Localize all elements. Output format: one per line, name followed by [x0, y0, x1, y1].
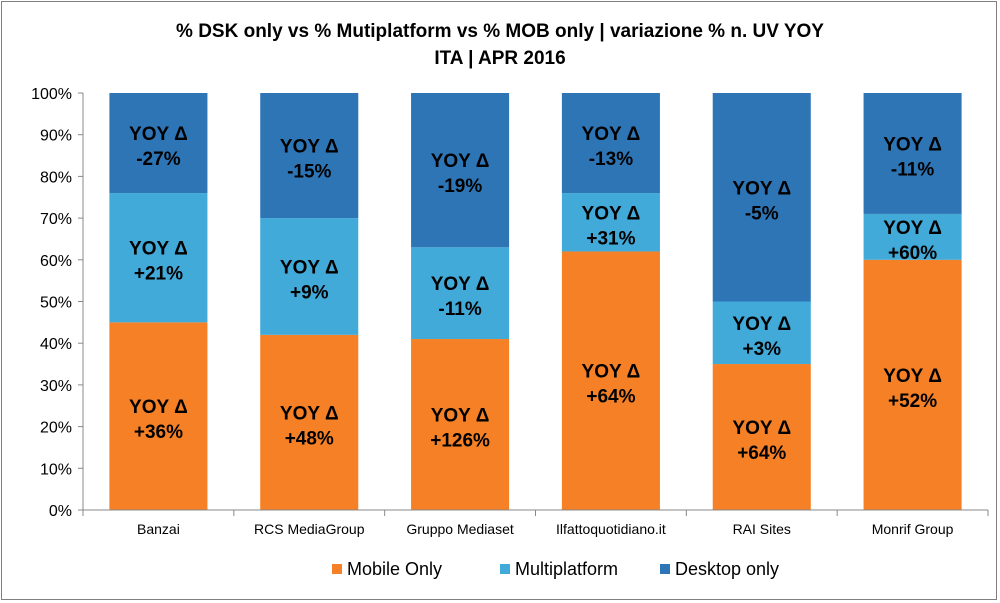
x-tick-label: Banzai	[137, 521, 180, 537]
x-tick-label: Gruppo Mediaset	[406, 521, 514, 537]
data-label-prefix: YOY Δ	[129, 124, 188, 145]
data-label-prefix: YOY Δ	[431, 406, 490, 427]
legend-swatch	[332, 564, 342, 574]
data-label-prefix: YOY Δ	[280, 257, 339, 278]
bar-segment-desktop-only	[411, 93, 510, 248]
data-label-prefix: YOY Δ	[732, 178, 791, 199]
x-tick-label: Monrif Group	[872, 521, 954, 537]
data-label-value: -13%	[589, 149, 633, 170]
bar-segment-mobile-only	[411, 339, 510, 510]
data-label-prefix: YOY Δ	[582, 362, 641, 383]
bar-segment-desktop-only	[863, 93, 962, 214]
y-tick-label: 60%	[40, 253, 72, 270]
data-label-value: +3%	[742, 339, 781, 360]
data-label-value: -11%	[891, 159, 934, 180]
y-tick-label: 10%	[40, 461, 72, 478]
chart-title: % DSK only vs % Mutiplatform vs % MOB on…	[176, 21, 824, 42]
data-label-prefix: YOY Δ	[129, 397, 188, 418]
bar-segment-multiplatform	[260, 218, 359, 335]
bar-segment-mobile-only	[863, 259, 962, 510]
data-label-prefix: YOY Δ	[883, 366, 942, 387]
data-label-prefix: YOY Δ	[582, 124, 641, 145]
data-label-value: +64%	[586, 387, 635, 408]
y-tick-label: 0%	[49, 503, 72, 520]
y-axis: 0% 10% 20% 30% 40% 50% 60% 70% 80% 90% 100%	[31, 86, 84, 520]
data-label-value: -5%	[745, 203, 779, 224]
y-tick-label: 90%	[40, 128, 72, 145]
legend: Mobile Only Multiplatform Desktop only	[332, 559, 779, 579]
bar-segment-multiplatform	[712, 301, 811, 365]
bar-segment-mobile-only	[260, 334, 359, 510]
x-tick-label: RCS MediaGroup	[254, 521, 365, 537]
data-label-value: +60%	[888, 243, 937, 264]
data-label-value: +9%	[290, 282, 329, 303]
x-axis: Banzai RCS MediaGroup Gruppo Mediaset Ilfat…	[82, 509, 989, 537]
bar-segment-multiplatform	[561, 193, 660, 252]
legend-label: Mobile Only	[347, 559, 442, 579]
legend-swatch	[660, 564, 670, 574]
data-label-value: -11%	[438, 299, 481, 320]
bar-segment-multiplatform	[863, 213, 962, 260]
legend-label: Multiplatform	[515, 559, 618, 579]
data-label-value: +64%	[737, 443, 786, 464]
data-label-prefix: YOY Δ	[732, 418, 791, 439]
data-label-prefix: YOY Δ	[280, 403, 339, 424]
data-label-value: -19%	[438, 176, 482, 197]
data-label-value: +31%	[586, 228, 635, 249]
legend-swatch	[500, 564, 510, 574]
data-label-prefix: YOY Δ	[431, 274, 490, 295]
legend-label: Desktop only	[675, 559, 779, 579]
data-label-value: +48%	[285, 428, 334, 449]
bar-segment-mobile-only	[561, 251, 660, 510]
data-label-prefix: YOY Δ	[883, 134, 942, 155]
bar-segment-desktop-only	[561, 93, 660, 194]
data-label-prefix: YOY Δ	[129, 239, 188, 260]
y-tick-label: 20%	[40, 420, 72, 437]
data-label-prefix: YOY Δ	[732, 314, 791, 335]
bar-segment-desktop-only	[260, 93, 359, 219]
x-tick-label: RAI Sites	[733, 521, 791, 537]
y-tick-label: 80%	[40, 169, 72, 186]
bar-segment-mobile-only	[712, 364, 811, 510]
bar-segment-multiplatform	[109, 193, 208, 323]
y-tick-label: 50%	[40, 295, 72, 312]
y-tick-label: 100%	[31, 86, 72, 103]
data-label-prefix: YOY Δ	[883, 218, 942, 239]
bar-segment-desktop-only	[712, 93, 811, 302]
bar-segment-desktop-only	[109, 93, 208, 194]
data-label-prefix: YOY Δ	[431, 151, 490, 172]
data-label-prefix: YOY Δ	[280, 137, 339, 158]
data-label-value: +36%	[134, 422, 183, 443]
data-label-value: +21%	[134, 264, 183, 285]
bar-segment-multiplatform	[411, 247, 510, 340]
x-tick-label: Ilfattoquotidiano.it	[556, 521, 666, 537]
data-label-prefix: YOY Δ	[582, 203, 641, 224]
data-label-value: -15%	[287, 162, 331, 183]
chart-subtitle: ITA | APR 2016	[434, 48, 565, 69]
data-label-value: +52%	[888, 391, 937, 412]
y-tick-label: 70%	[40, 211, 72, 228]
data-label-value: -27%	[136, 149, 180, 170]
bar-segment-mobile-only	[109, 322, 208, 510]
data-label-value: +126%	[430, 431, 490, 452]
y-tick-label: 30%	[40, 378, 72, 395]
y-tick-label: 40%	[40, 336, 72, 353]
bars: YOY Δ +36% YOY Δ +21% YOY Δ -27% YOY Δ +48% YOY …	[109, 93, 962, 510]
